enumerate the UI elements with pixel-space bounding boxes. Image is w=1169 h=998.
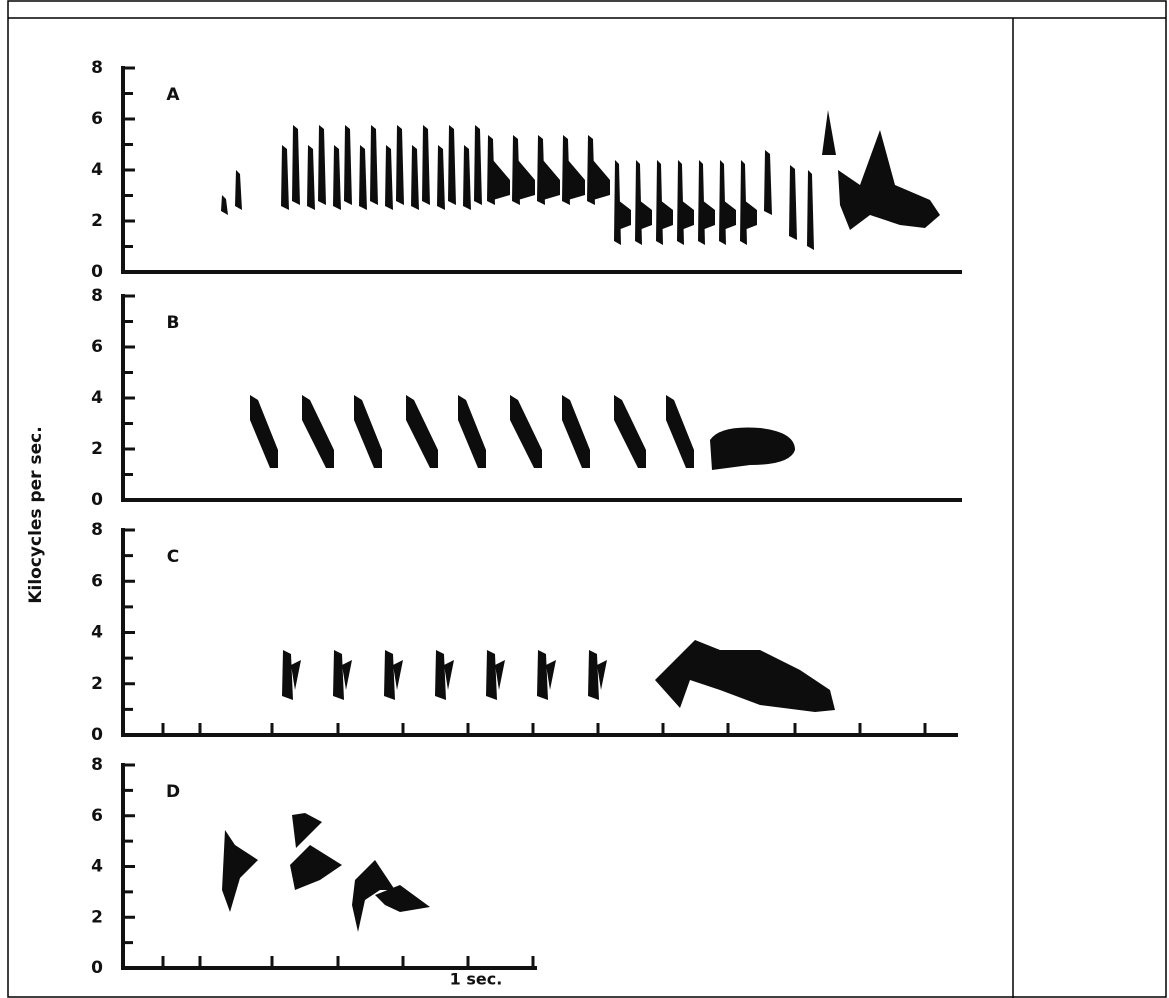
- trace: [333, 145, 341, 210]
- trace: [292, 125, 300, 205]
- y-tick-label: 0: [91, 490, 103, 510]
- trace: [250, 395, 278, 468]
- trace: [655, 640, 835, 712]
- y-tick-label: 8: [91, 520, 103, 540]
- trace: [384, 650, 395, 700]
- y-tick-label: 4: [91, 160, 103, 180]
- trace: [789, 165, 797, 240]
- trace: [666, 395, 694, 468]
- y-tick-label: 0: [91, 725, 103, 745]
- trace: [660, 200, 673, 230]
- trace: [291, 660, 301, 690]
- trace: [543, 160, 560, 200]
- trace: [422, 125, 430, 205]
- y-tick-label: 6: [91, 109, 103, 129]
- trace: [562, 395, 590, 468]
- trace: [681, 200, 694, 230]
- y-tick-label: 8: [91, 286, 103, 306]
- trace: [807, 170, 814, 250]
- y-tick-label: 2: [91, 674, 103, 694]
- trace: [406, 395, 438, 468]
- trace: [444, 660, 454, 690]
- trace: [396, 125, 404, 205]
- figure: Kilocycles per sec. 0 2 4 6 8 A 0 2 4 6 8 B 0 2 4 6 8 C 0 2…: [0, 0, 1169, 998]
- trace: [614, 395, 646, 468]
- trace: [493, 160, 510, 200]
- trace: [235, 170, 242, 210]
- spectrogram-traces: [221, 110, 940, 932]
- y-axis-label: Kilocycles per sec.: [26, 426, 46, 603]
- y-tick-label: 6: [91, 337, 103, 357]
- y-tick-label: 2: [91, 211, 103, 231]
- trace: [333, 650, 344, 700]
- trace: [448, 125, 456, 205]
- trace: [463, 145, 471, 210]
- trace: [437, 145, 445, 210]
- trace: [292, 813, 322, 848]
- trace: [290, 845, 342, 890]
- panel-label: B: [167, 313, 180, 333]
- trace: [588, 650, 599, 700]
- trace: [546, 660, 556, 690]
- y-tick-label: 6: [91, 571, 103, 591]
- y-tick-label: 0: [91, 958, 103, 978]
- y-tick-label: 8: [91, 58, 103, 78]
- panel-label: D: [166, 782, 180, 802]
- trace: [221, 195, 228, 215]
- trace: [495, 660, 505, 690]
- panel-label: C: [167, 547, 179, 567]
- trace: [282, 650, 293, 700]
- trace: [222, 830, 258, 912]
- time-label: 1 sec.: [450, 970, 503, 989]
- trace: [710, 428, 795, 471]
- trace: [744, 200, 757, 230]
- trace: [838, 130, 940, 230]
- trace: [458, 395, 486, 468]
- trace: [435, 650, 446, 700]
- y-tick-label: 8: [91, 755, 103, 775]
- trace: [307, 145, 315, 210]
- trace: [354, 395, 382, 468]
- trace: [370, 125, 378, 205]
- trace: [510, 395, 542, 468]
- y-tick-label: 0: [91, 262, 103, 282]
- trace: [639, 200, 652, 230]
- trace: [723, 200, 736, 230]
- trace: [344, 125, 352, 205]
- trace: [411, 145, 419, 210]
- trace: [618, 200, 631, 230]
- y-tick-label: 2: [91, 907, 103, 927]
- trace: [568, 160, 585, 200]
- trace: [302, 395, 334, 468]
- y-tick-label: 2: [91, 439, 103, 459]
- y-tick-label: 4: [91, 388, 103, 408]
- trace: [474, 125, 482, 205]
- trace: [597, 660, 607, 690]
- y-tick-label: 4: [91, 857, 103, 877]
- trace: [822, 110, 836, 155]
- trace: [537, 650, 548, 700]
- trace: [342, 660, 352, 690]
- trace: [486, 650, 497, 700]
- trace: [393, 660, 403, 690]
- y-tick-label: 6: [91, 806, 103, 826]
- panel-label: A: [166, 85, 180, 105]
- trace: [702, 200, 715, 230]
- trace: [318, 125, 326, 205]
- trace: [764, 150, 772, 215]
- trace: [518, 160, 535, 200]
- y-tick-label: 4: [91, 623, 103, 643]
- trace: [359, 145, 367, 210]
- trace: [281, 145, 289, 210]
- trace: [385, 145, 393, 210]
- trace: [593, 160, 610, 200]
